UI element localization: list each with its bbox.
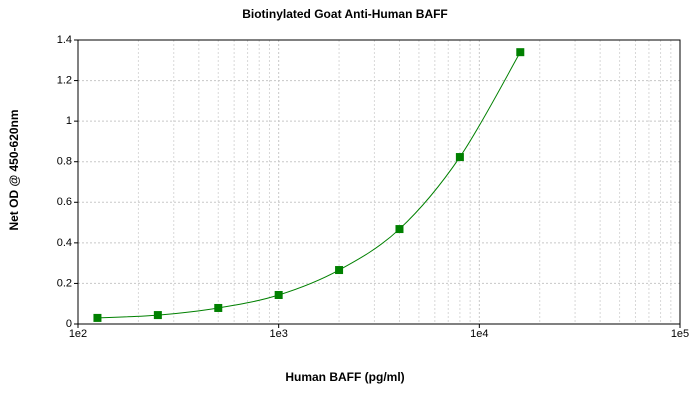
y-axis-label: Net OD @ 450-620nm bbox=[7, 109, 21, 230]
data-point bbox=[516, 48, 525, 57]
x-tick-label: 1e4 bbox=[470, 328, 488, 340]
x-tick-label: 1e2 bbox=[69, 328, 87, 340]
x-tick-label: 1e3 bbox=[269, 328, 287, 340]
data-point bbox=[153, 311, 162, 320]
y-tick-label: 0.8 bbox=[57, 156, 72, 168]
fit-curve bbox=[97, 51, 521, 319]
y-tick-label: 0.4 bbox=[57, 237, 72, 249]
y-tick-label: 1.4 bbox=[57, 34, 72, 46]
x-tick-label: 1e5 bbox=[671, 328, 689, 340]
plot-frame bbox=[77, 39, 681, 325]
chart-title: Biotinylated Goat Anti-Human BAFF bbox=[242, 7, 448, 21]
data-point bbox=[214, 303, 223, 312]
x-axis-label: Human BAFF (pg/ml) bbox=[285, 370, 404, 384]
y-tick-label: 1.2 bbox=[57, 74, 72, 86]
data-point bbox=[335, 266, 344, 275]
y-tick-label: 1 bbox=[66, 115, 72, 127]
y-tick-label: 0 bbox=[66, 318, 72, 330]
data-point bbox=[395, 225, 404, 234]
data-point bbox=[93, 313, 102, 322]
data-point bbox=[274, 290, 283, 299]
y-tick-label: 0.6 bbox=[57, 196, 72, 208]
data-point bbox=[455, 153, 464, 162]
y-tick-label: 0.2 bbox=[57, 277, 72, 289]
